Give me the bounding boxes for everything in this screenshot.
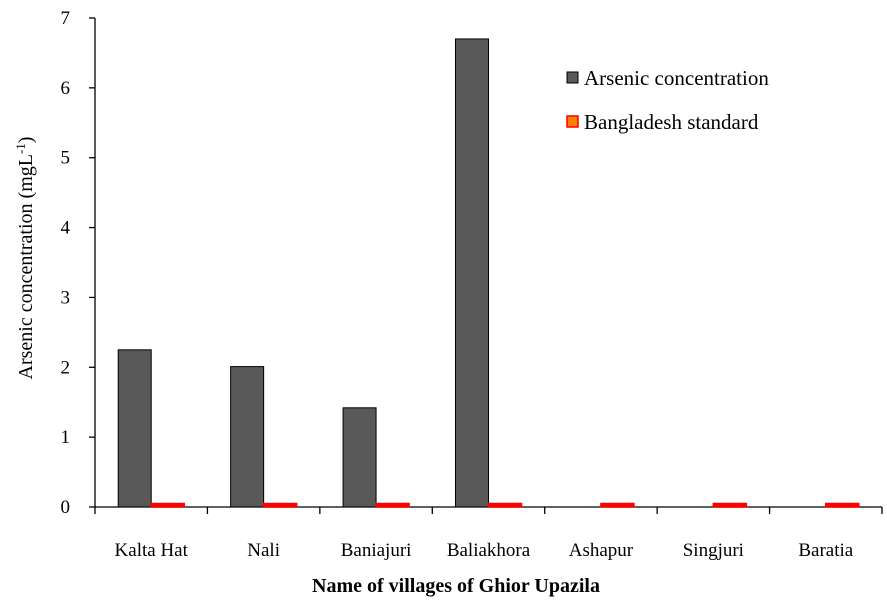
- x-tick-label: Baliakhora: [447, 540, 531, 561]
- x-tick-label: Ashapur: [569, 540, 634, 561]
- x-tick-label: Singjuri: [683, 540, 744, 561]
- bar-bangladesh-standard: [150, 502, 185, 508]
- y-axis-title: Arsenic concentration (mgL-1): [13, 137, 38, 380]
- bar-bangladesh-standard: [712, 502, 748, 508]
- y-tick-label: 5: [61, 148, 71, 169]
- x-tick-label: Baniajuri: [341, 540, 412, 561]
- bar-bangladesh-standard: [825, 502, 860, 508]
- y-tick-label: 7: [61, 8, 71, 29]
- bar-arsenic-concentration: [342, 407, 377, 508]
- bar-arsenic-concentration: [117, 349, 152, 508]
- bar-bangladesh-standard: [375, 502, 410, 508]
- y-axis-title-close: ): [15, 137, 37, 144]
- x-axis-title: Name of villages of Ghior Upazila: [312, 575, 600, 597]
- y-tick-label: 6: [61, 78, 71, 99]
- y-tick-label: 1: [61, 427, 71, 448]
- x-tick-label: Nali: [247, 540, 280, 561]
- y-tick-label: 3: [61, 287, 71, 308]
- x-tick-label: Baratia: [798, 540, 853, 561]
- y-tick-label: 2: [61, 357, 71, 378]
- bar-arsenic-concentration: [230, 366, 265, 508]
- y-axis: 0 1 2 3 4 5 6 7: [61, 8, 96, 518]
- y-tick-label: 4: [61, 218, 71, 239]
- legend-label-standard: Bangladesh standard: [584, 110, 759, 134]
- legend-swatch-arsenic: [566, 71, 579, 84]
- x-axis: Kalta Hat Nali Baniajuri Baliakhora Ashapur S…: [94, 506, 883, 561]
- y-axis-title-superscript: -1: [13, 143, 28, 154]
- legend-label-arsenic: Arsenic concentration: [584, 66, 769, 90]
- legend: Arsenic concentration Bangladesh standard: [566, 66, 769, 134]
- bar-bangladesh-standard: [262, 502, 298, 508]
- y-axis-title-main: Arsenic concentration (mgL: [15, 154, 37, 379]
- bar-bangladesh-standard: [600, 502, 635, 508]
- bars: [117, 38, 860, 508]
- legend-swatch-standard: [566, 115, 579, 128]
- y-tick-label: 0: [61, 497, 71, 518]
- bar-bangladesh-standard: [487, 502, 523, 508]
- x-tick-label: Kalta Hat: [115, 540, 189, 561]
- bar-arsenic-concentration: [455, 38, 489, 508]
